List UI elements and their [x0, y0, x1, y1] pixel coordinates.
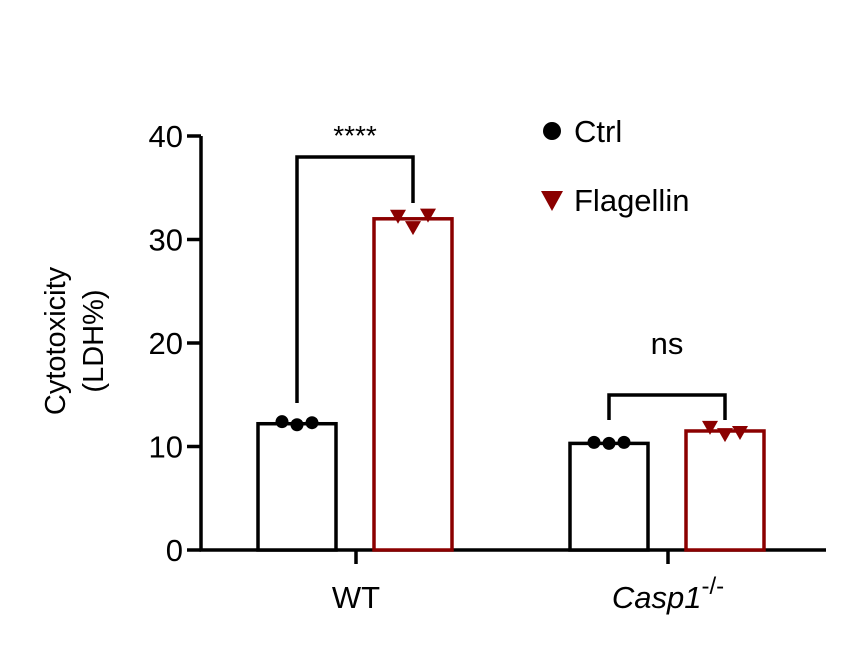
bar-ctrl: [256, 421, 338, 552]
data-points: [275, 208, 748, 450]
legend: Ctrl Flagellin: [541, 114, 689, 218]
significance-bracket: [295, 155, 415, 403]
data-point: [275, 415, 289, 429]
y-tick-label: 40: [149, 119, 183, 154]
data-point: [290, 418, 304, 432]
y-tick-label: 20: [149, 326, 183, 361]
data-point: [405, 221, 421, 236]
legend-label-flagellin: Flagellin: [574, 183, 689, 218]
legend-label-ctrl: Ctrl: [574, 114, 622, 149]
x-tick-label: Casp1-/-: [612, 573, 724, 615]
data-point: [420, 208, 436, 223]
bar-flagellin: [372, 217, 454, 552]
bar-ctrl: [568, 441, 650, 552]
x-tick-label: WT: [332, 580, 380, 615]
significance-bracket: [607, 393, 727, 420]
data-point: [717, 428, 733, 443]
x-tick-label-text: WT: [332, 580, 380, 615]
data-point: [732, 426, 748, 441]
legend-marker-ctrl: [543, 122, 561, 140]
data-point: [602, 436, 616, 450]
data-point: [702, 420, 718, 435]
data-point: [587, 435, 601, 449]
data-point: [305, 416, 319, 430]
x-tick-label-superscript: -/-: [701, 573, 724, 600]
y-axis-label-line1: Cytotoxicity: [40, 266, 72, 415]
legend-marker-flagellin: [541, 191, 563, 211]
y-tick-label: 0: [166, 533, 183, 568]
significance-annotations: **** ns: [295, 120, 727, 420]
y-tick-label: 30: [149, 223, 183, 258]
x-tick-label-text: Casp1: [612, 580, 702, 615]
data-point: [390, 209, 406, 224]
bar-flagellin: [684, 429, 766, 552]
y-tick-label: 10: [149, 430, 183, 465]
bars: [256, 217, 766, 552]
y-axis-label-line2: (LDH%): [78, 289, 110, 392]
significance-label: ns: [651, 326, 684, 361]
data-point: [617, 435, 631, 449]
significance-label: ****: [333, 120, 377, 151]
